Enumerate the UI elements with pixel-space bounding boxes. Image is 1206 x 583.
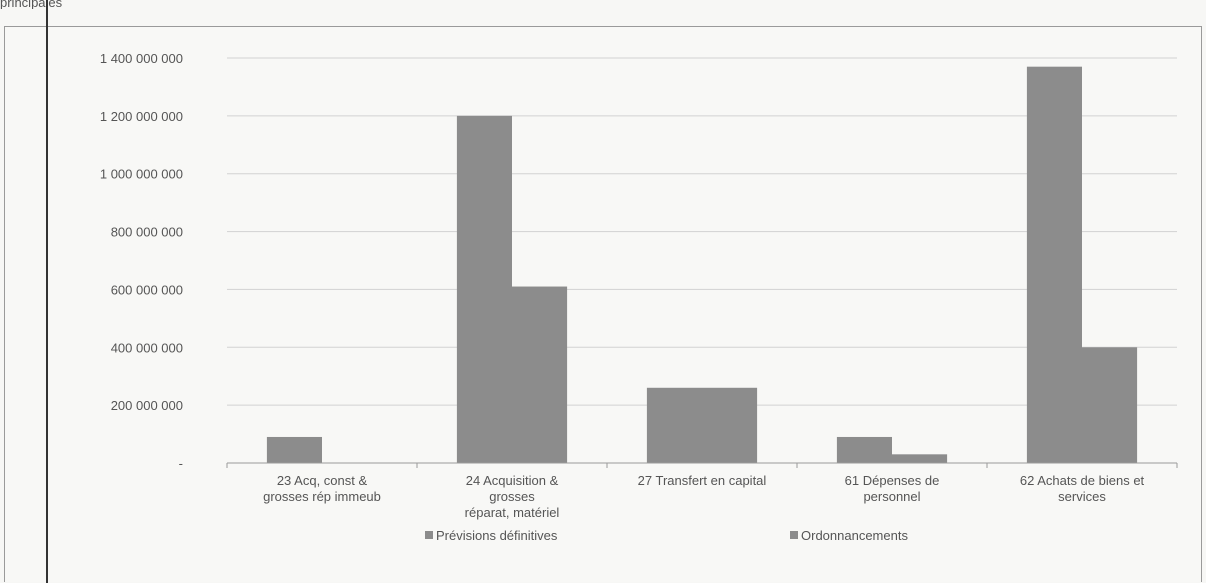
bars: [266, 66, 1138, 463]
axes: [226, 462, 1178, 468]
category-label: 27 Transfert en capital: [638, 473, 767, 488]
grid-lines: [227, 57, 1177, 406]
header-text: principales: [0, 0, 63, 9]
bar-previsions: [456, 115, 512, 463]
category-label: réparat, matériel: [465, 505, 560, 520]
chart-frame: - 200 000 000 400 000 000 600 000 000 800 00…: [4, 26, 1202, 582]
category-label: 23 Acq, const &: [277, 473, 368, 488]
legend-label: Ordonnancements: [801, 528, 908, 543]
category-label: 62 Achats de biens et: [1020, 473, 1145, 488]
y-tick-label: 600 000 000: [111, 282, 183, 297]
bar-previsions: [266, 436, 322, 463]
scan-line: [46, 0, 48, 583]
y-tick-label: 200 000 000: [111, 398, 183, 413]
category-label: personnel: [863, 489, 920, 504]
y-tick-label: 800 000 000: [111, 225, 183, 240]
category-label: grosses: [489, 489, 535, 504]
legend-item: Prévisions définitives: [425, 528, 558, 543]
y-tick-label: 1 000 000 000: [100, 167, 183, 182]
category-label: grosses rép immeub: [263, 489, 381, 504]
legend-label: Prévisions définitives: [436, 528, 558, 543]
y-tick-label: -: [179, 456, 183, 471]
legend: Prévisions définitives Ordonnancements: [425, 528, 908, 543]
legend-swatch: [425, 531, 433, 539]
bar-ordonnancements: [1082, 347, 1138, 463]
category-label: 61 Dépenses de: [845, 473, 940, 488]
category-label: 24 Acquisition &: [466, 473, 559, 488]
legend-swatch: [790, 531, 798, 539]
bar-previsions: [1026, 66, 1082, 463]
bar-chart: - 200 000 000 400 000 000 600 000 000 800 00…: [100, 51, 1178, 543]
y-tick-label: 1 200 000 000: [100, 109, 183, 124]
y-tick-label: 1 400 000 000: [100, 51, 183, 66]
legend-item: Ordonnancements: [790, 528, 908, 543]
category-labels: 23 Acq, const &grosses rép immeub 24 Acqu…: [263, 473, 1144, 520]
y-tick-label: 400 000 000: [111, 340, 183, 355]
bar-ordonnancements: [892, 454, 948, 463]
bar-ordonnancements: [512, 286, 568, 463]
bar-previsions: [646, 387, 702, 463]
y-tick-labels: - 200 000 000 400 000 000 600 000 000 800 00…: [100, 51, 183, 471]
bar-ordonnancements: [702, 387, 758, 463]
category-label: services: [1058, 489, 1106, 504]
bar-previsions: [836, 436, 892, 463]
